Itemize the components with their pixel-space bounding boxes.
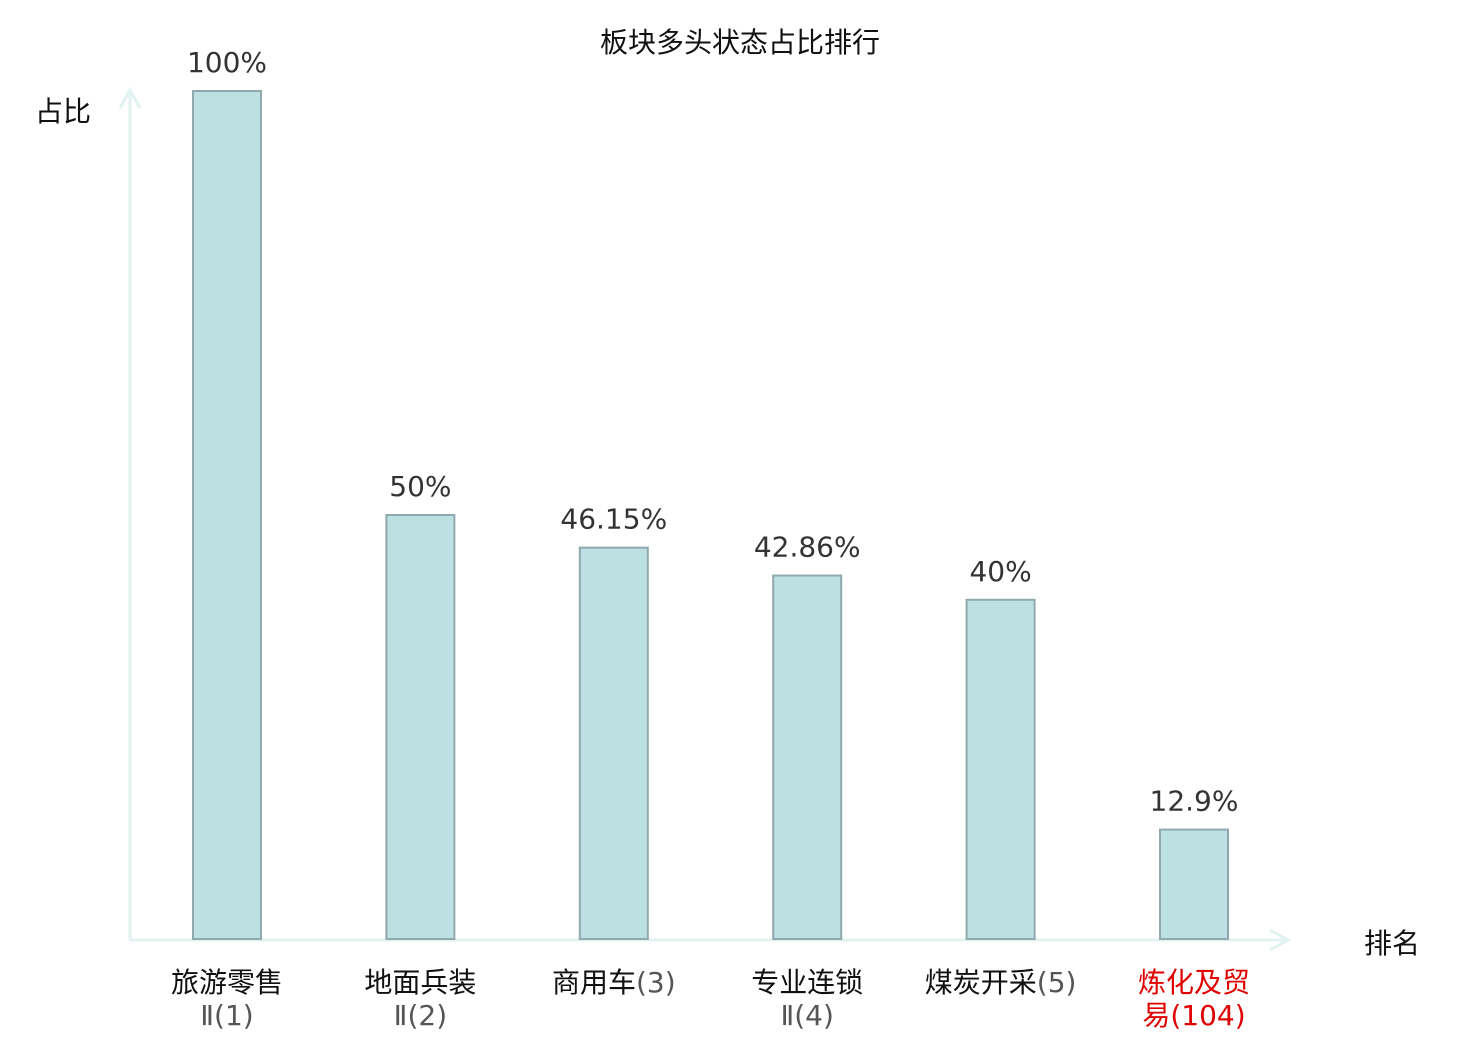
category-rank: (104) [1170,999,1245,1032]
bar [578,546,649,940]
category-rank: Ⅱ(2) [394,999,447,1032]
bars-group [192,90,1229,940]
category-name: 专业连锁 [751,966,863,999]
category-label: 商用车(3) [552,966,676,999]
y-axis-arrow [118,86,142,109]
bar [1159,828,1229,940]
category-labels-group: 旅游零售 Ⅱ(1) 地面兵装 Ⅱ(2) 商用车(3) 专业连锁 Ⅱ(4) 煤炭开采(5) 炼化及… [171,966,1250,1032]
value-label: 50% [389,470,451,503]
value-label: 100% [187,46,267,79]
x-axis-label: 排名 [1364,927,1420,960]
bar [965,598,1036,940]
category-label: 煤炭开采(5) [925,966,1077,999]
category-rank: Ⅱ(1) [200,999,253,1032]
axes [118,86,1292,952]
chart-title: 板块多头状态占比排行 [600,26,880,59]
category-name: 煤炭开采 [925,966,1037,999]
bar [385,514,456,940]
category-label: 旅游零售 Ⅱ(1) [171,966,283,1032]
category-name: 商用车 [552,966,636,999]
category-rank: (3) [636,966,676,999]
category-name: 旅游零售 [171,966,283,999]
value-labels-group: 100% 50% 46.15% 42.86% 40% 12.9% [187,46,1239,818]
value-label: 42.86% [754,531,861,564]
category-label: 炼化及贸易(104) [1138,966,1250,1032]
value-label: 40% [969,555,1031,588]
category-rank: (5) [1037,966,1077,999]
category-label: 专业连锁 Ⅱ(4) [751,966,863,1032]
value-label: 12.9% [1150,785,1239,818]
category-name: 炼化及贸 [1138,966,1250,999]
y-axis-label: 占比 [35,95,91,128]
category-label: 地面兵装 Ⅱ(2) [364,966,476,1032]
bar [192,90,262,940]
category-name: 地面兵装 [364,966,476,999]
x-axis-arrow [1269,928,1292,952]
bar [772,574,843,940]
category-rank: Ⅱ(4) [780,999,833,1032]
category-name-cont: 易 [1142,999,1170,1032]
value-label: 46.15% [560,503,667,536]
